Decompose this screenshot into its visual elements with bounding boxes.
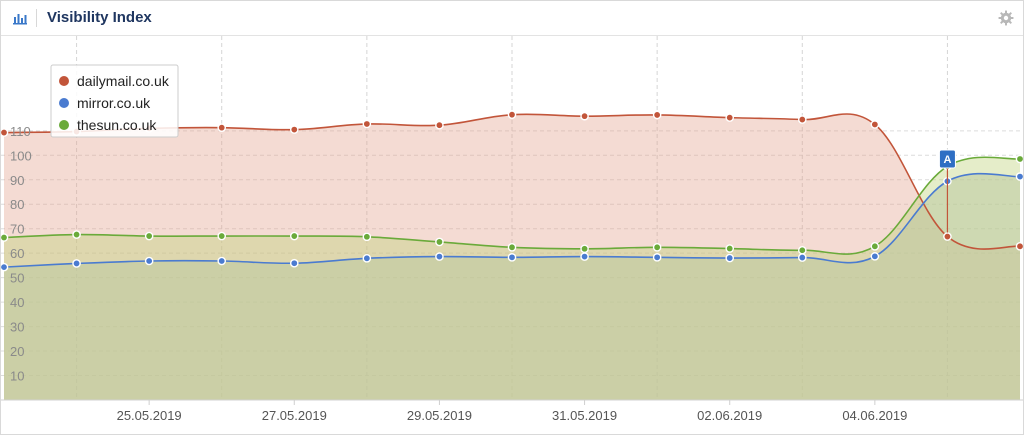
data-point[interactable] — [580, 111, 589, 121]
data-point[interactable] — [943, 232, 952, 241]
data-point[interactable] — [652, 243, 662, 252]
bar-chart-icon — [13, 14, 27, 25]
data-point[interactable] — [144, 231, 154, 241]
series-area — [4, 157, 1020, 400]
data-point[interactable] — [1, 233, 9, 242]
gear-icon[interactable] — [998, 10, 1014, 26]
legend-label[interactable]: dailymail.co.uk — [77, 73, 170, 89]
annotation-label: A — [943, 154, 951, 166]
header-divider — [36, 9, 37, 27]
data-point[interactable] — [1015, 172, 1023, 181]
legend-label[interactable]: thesun.co.uk — [77, 117, 157, 133]
y-tick-label: 20 — [10, 344, 24, 359]
data-point[interactable] — [870, 120, 880, 129]
x-axis-band — [1, 400, 1023, 434]
data-point[interactable] — [725, 244, 735, 253]
y-tick-label: 80 — [10, 197, 24, 212]
data-point[interactable] — [72, 259, 81, 268]
data-point[interactable] — [217, 123, 227, 132]
data-point[interactable] — [507, 110, 517, 119]
y-tick-label: 70 — [10, 222, 24, 237]
data-point[interactable] — [1, 262, 9, 272]
widget-title: Visibility Index — [47, 9, 152, 26]
y-tick-label: 10 — [10, 369, 24, 384]
x-tick-label: 25.05.2019 — [117, 408, 182, 423]
data-point[interactable] — [797, 253, 807, 262]
data-point[interactable] — [217, 231, 227, 241]
data-point[interactable] — [725, 113, 735, 122]
legend-label[interactable]: mirror.co.uk — [77, 95, 151, 111]
x-tick-label: 02.06.2019 — [697, 408, 762, 423]
data-point[interactable] — [289, 258, 299, 268]
data-point[interactable] — [797, 115, 807, 124]
data-point[interactable] — [1015, 154, 1023, 164]
data-point[interactable] — [362, 254, 372, 263]
x-tick-label: 04.06.2019 — [842, 408, 907, 423]
y-tick-label: 40 — [10, 295, 24, 310]
data-point[interactable] — [797, 245, 807, 255]
widget-header: Visibility Index — [1, 1, 1023, 36]
data-point[interactable] — [580, 252, 589, 261]
data-point[interactable] — [72, 230, 81, 239]
data-point[interactable] — [289, 231, 299, 241]
legend-marker — [59, 120, 69, 130]
y-tick-label: 30 — [10, 320, 24, 335]
data-point[interactable] — [652, 110, 662, 120]
data-point[interactable] — [144, 256, 154, 266]
data-point[interactable] — [507, 243, 517, 252]
data-point[interactable] — [1015, 242, 1023, 251]
data-point[interactable] — [725, 253, 735, 263]
visibility-chart: 10 20 30 40 50 60 70 80 90 100 110 25.05.2019 27.05… — [1, 36, 1023, 434]
data-point[interactable] — [1, 128, 9, 137]
data-point[interactable] — [362, 119, 372, 129]
y-tick-label: 50 — [10, 271, 24, 286]
data-point[interactable] — [507, 253, 517, 262]
data-point[interactable] — [435, 120, 444, 130]
y-tick-label: 100 — [10, 148, 32, 163]
data-point[interactable] — [435, 252, 444, 261]
data-point[interactable] — [580, 244, 589, 254]
data-point[interactable] — [652, 253, 662, 262]
x-tick-label: 29.05.2019 — [407, 408, 472, 423]
y-tick-label: 90 — [10, 173, 24, 188]
legend-marker — [59, 76, 69, 86]
series-area — [4, 173, 1020, 400]
y-tick-label: 110 — [10, 124, 31, 139]
data-point[interactable] — [362, 232, 372, 242]
annotation-badge[interactable] — [938, 149, 956, 169]
data-point[interactable] — [289, 125, 299, 134]
data-point[interactable] — [217, 256, 227, 266]
data-point[interactable] — [870, 242, 880, 251]
data-point[interactable] — [870, 252, 880, 261]
y-tick-label: 60 — [10, 246, 24, 261]
x-tick-label: 27.05.2019 — [262, 408, 327, 423]
data-point[interactable] — [435, 237, 444, 247]
legend-marker — [59, 98, 69, 108]
x-tick-label: 31.05.2019 — [552, 408, 617, 423]
chart-legend — [50, 64, 179, 138]
